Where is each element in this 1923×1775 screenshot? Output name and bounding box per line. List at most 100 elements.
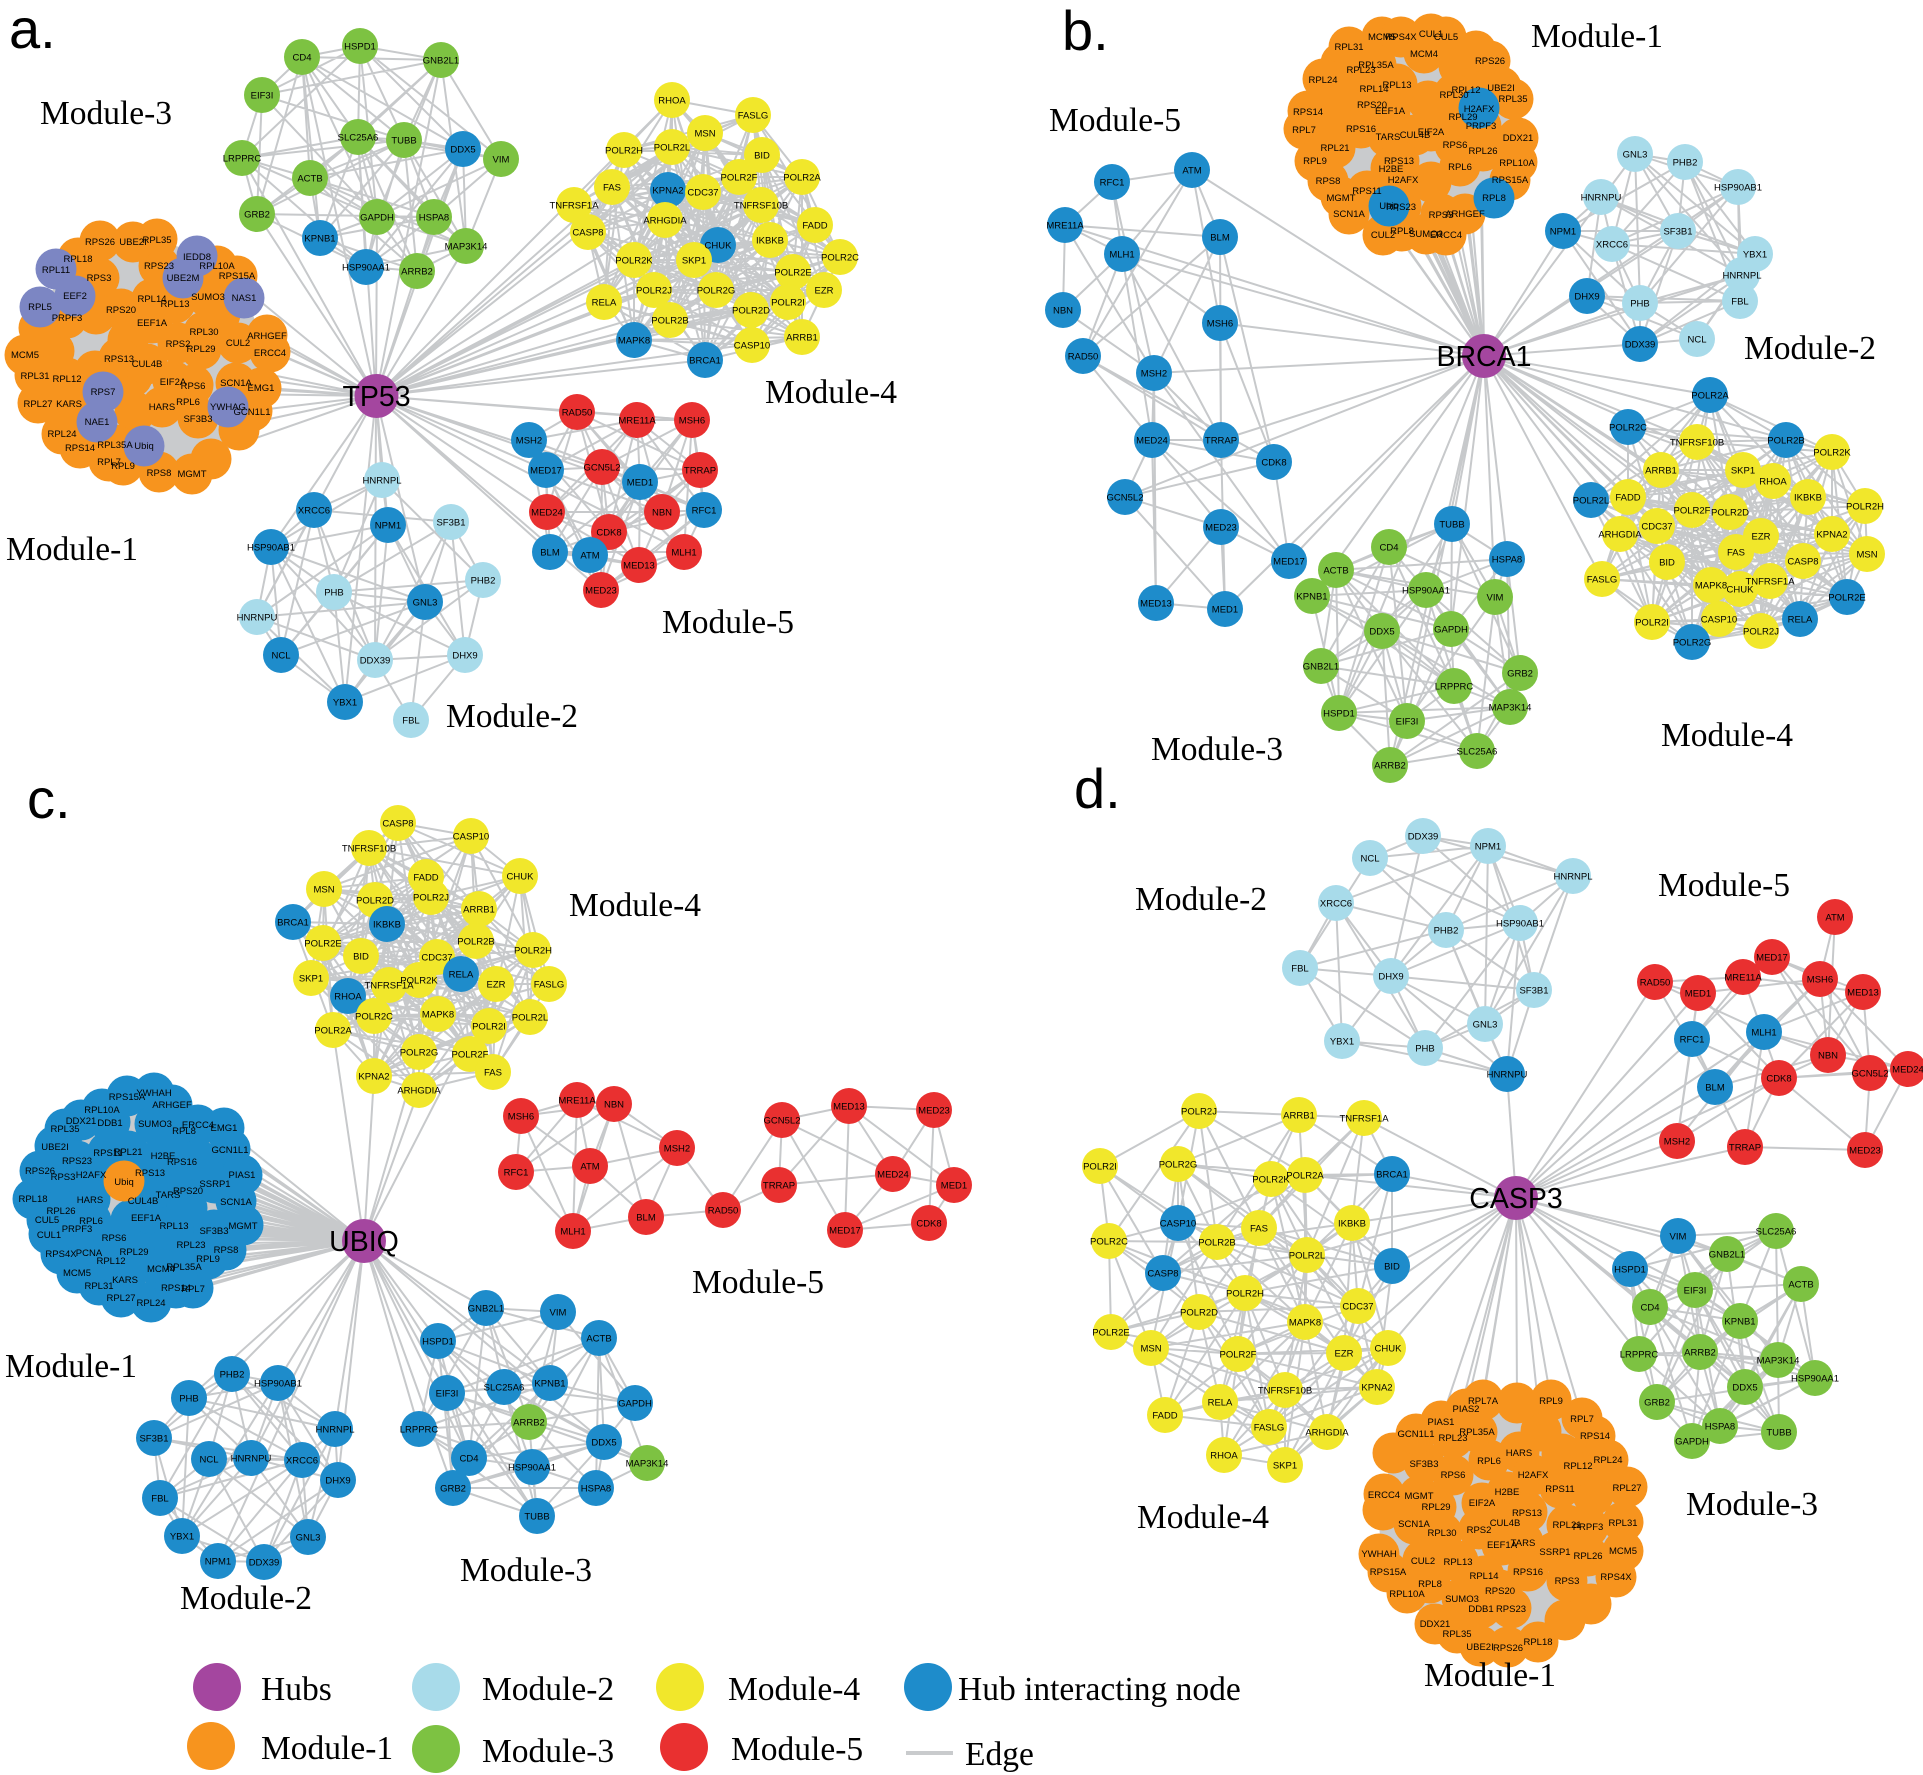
- svg-text:HSP90AA1: HSP90AA1: [1402, 586, 1450, 597]
- svg-text:RPS15A: RPS15A: [1492, 175, 1529, 186]
- svg-text:EIF2A: EIF2A: [1469, 1498, 1496, 1509]
- svg-text:RPL18: RPL18: [1523, 1637, 1552, 1648]
- svg-text:RPL12: RPL12: [1451, 85, 1480, 96]
- svg-text:UBIQ: UBIQ: [329, 1226, 399, 1258]
- svg-text:RPL23: RPL23: [176, 1240, 205, 1251]
- svg-text:TNFRSF10B: TNFRSF10B: [1258, 1386, 1312, 1397]
- svg-text:HSP90AA1: HSP90AA1: [342, 263, 390, 274]
- svg-text:EEF1A: EEF1A: [137, 318, 168, 329]
- svg-text:MED23: MED23: [585, 586, 617, 597]
- svg-text:SF3B3: SF3B3: [183, 414, 212, 425]
- svg-text:MLH1: MLH1: [560, 1227, 585, 1238]
- svg-text:MLH1: MLH1: [1109, 250, 1134, 261]
- svg-text:TARS: TARS: [156, 1190, 181, 1201]
- svg-text:MED24: MED24: [1892, 1065, 1923, 1076]
- svg-text:HSPA8: HSPA8: [1705, 1422, 1735, 1433]
- svg-text:Module-1: Module-1: [6, 531, 138, 568]
- svg-text:PHB: PHB: [1630, 299, 1650, 310]
- svg-text:RPS20: RPS20: [1485, 1586, 1515, 1597]
- svg-text:MSN: MSN: [313, 885, 334, 896]
- svg-text:SLC25A6: SLC25A6: [338, 133, 379, 144]
- svg-text:PRPF3: PRPF3: [52, 313, 83, 324]
- svg-text:DHX9: DHX9: [325, 1476, 350, 1487]
- svg-text:MRE11A: MRE11A: [558, 1096, 596, 1107]
- svg-text:NPM1: NPM1: [1550, 227, 1576, 238]
- svg-text:GRB2: GRB2: [440, 1484, 466, 1495]
- svg-text:RPS16: RPS16: [1346, 124, 1376, 135]
- svg-text:MED24: MED24: [1136, 436, 1168, 447]
- svg-text:SSRP1: SSRP1: [1539, 1547, 1570, 1558]
- svg-text:POLR2E: POLR2E: [1092, 1328, 1130, 1339]
- svg-text:MSH6: MSH6: [1807, 975, 1833, 986]
- svg-text:Module-5: Module-5: [1658, 867, 1790, 904]
- svg-text:GCN5L2: GCN5L2: [1852, 1069, 1889, 1080]
- svg-text:Hubs: Hubs: [261, 1671, 332, 1708]
- svg-text:KARS: KARS: [112, 1275, 138, 1286]
- svg-text:ARRB1: ARRB1: [786, 333, 818, 344]
- svg-text:MED17: MED17: [530, 466, 562, 477]
- svg-text:Module-3: Module-3: [460, 1552, 592, 1589]
- svg-text:RPS26: RPS26: [1475, 56, 1505, 67]
- svg-text:MLH1: MLH1: [1751, 1028, 1776, 1039]
- svg-text:MLH1: MLH1: [671, 548, 696, 559]
- svg-text:EEF1A: EEF1A: [131, 1213, 162, 1224]
- svg-text:RPS6: RPS6: [1443, 140, 1468, 151]
- svg-text:RPS11: RPS11: [1352, 186, 1381, 197]
- svg-text:MGMT: MGMT: [228, 1221, 257, 1232]
- svg-text:FASLG: FASLG: [1254, 1423, 1285, 1434]
- svg-text:POLR2A: POLR2A: [783, 173, 821, 184]
- svg-text:RPL35A: RPL35A: [166, 1262, 202, 1273]
- svg-text:ERCC4: ERCC4: [1368, 1490, 1400, 1501]
- svg-text:GRB2: GRB2: [1507, 669, 1533, 680]
- svg-text:H2AFX: H2AFX: [1518, 1470, 1549, 1481]
- svg-text:ARHGEF: ARHGEF: [247, 331, 287, 342]
- svg-text:ATM: ATM: [580, 1162, 599, 1173]
- svg-text:BRCA1: BRCA1: [689, 356, 721, 367]
- svg-text:RPS20: RPS20: [1357, 100, 1387, 111]
- svg-text:KPNA2: KPNA2: [1361, 1383, 1392, 1394]
- svg-text:TRRAP: TRRAP: [1205, 436, 1237, 447]
- svg-text:MED1: MED1: [627, 478, 653, 489]
- svg-text:UBE2I: UBE2I: [41, 1142, 68, 1153]
- svg-text:MED13: MED13: [833, 1102, 865, 1113]
- svg-text:RPS6: RPS6: [181, 381, 206, 392]
- svg-text:POLR2G: POLR2G: [400, 1048, 439, 1059]
- svg-text:DDB1: DDB1: [1468, 1604, 1493, 1615]
- svg-text:H2BE: H2BE: [1379, 164, 1404, 175]
- svg-text:CASP10: CASP10: [1701, 615, 1737, 626]
- svg-text:RPL12: RPL12: [52, 374, 81, 385]
- svg-text:Ubiq: Ubiq: [114, 1177, 134, 1188]
- svg-text:CDK8: CDK8: [1766, 1074, 1791, 1085]
- svg-text:GNL3: GNL3: [413, 598, 438, 609]
- svg-text:RPL26: RPL26: [46, 1206, 75, 1217]
- svg-text:POLR2F: POLR2F: [1674, 506, 1711, 517]
- svg-text:ACTB: ACTB: [297, 174, 322, 185]
- svg-text:RPS13: RPS13: [104, 354, 134, 365]
- svg-text:DHX9: DHX9: [452, 651, 477, 662]
- svg-text:Module-3: Module-3: [40, 95, 172, 132]
- svg-text:HSP90AB1: HSP90AB1: [247, 543, 295, 554]
- svg-text:RPS13: RPS13: [135, 1168, 165, 1179]
- svg-text:Module-1: Module-1: [261, 1730, 393, 1767]
- svg-text:Edge: Edge: [965, 1736, 1034, 1773]
- svg-text:RPS14: RPS14: [65, 443, 95, 454]
- svg-text:YBX1: YBX1: [1330, 1037, 1354, 1048]
- svg-text:HNRNPU: HNRNPU: [231, 1454, 272, 1465]
- svg-text:ARRB2: ARRB2: [1374, 761, 1406, 772]
- svg-text:LRPPRC: LRPPRC: [1435, 682, 1474, 693]
- svg-text:CUL5: CUL5: [1434, 32, 1458, 43]
- svg-text:ATM: ATM: [1182, 166, 1201, 177]
- svg-text:BID: BID: [353, 952, 369, 963]
- svg-text:GNL3: GNL3: [296, 1533, 321, 1544]
- svg-text:MED1: MED1: [1212, 605, 1238, 616]
- svg-text:RPS26: RPS26: [1493, 1643, 1523, 1654]
- svg-text:SF3B3: SF3B3: [1409, 1459, 1438, 1470]
- svg-text:POLR2K: POLR2K: [1252, 1175, 1290, 1186]
- svg-text:CHUK: CHUK: [507, 872, 535, 883]
- svg-text:YWHAH: YWHAH: [1361, 1549, 1397, 1560]
- svg-text:RFC1: RFC1: [692, 506, 717, 517]
- svg-text:SKP1: SKP1: [299, 974, 323, 985]
- svg-text:RPL23: RPL23: [1346, 65, 1375, 76]
- svg-text:TNFRSF1A: TNFRSF1A: [364, 981, 414, 992]
- svg-text:CASP8: CASP8: [572, 228, 603, 239]
